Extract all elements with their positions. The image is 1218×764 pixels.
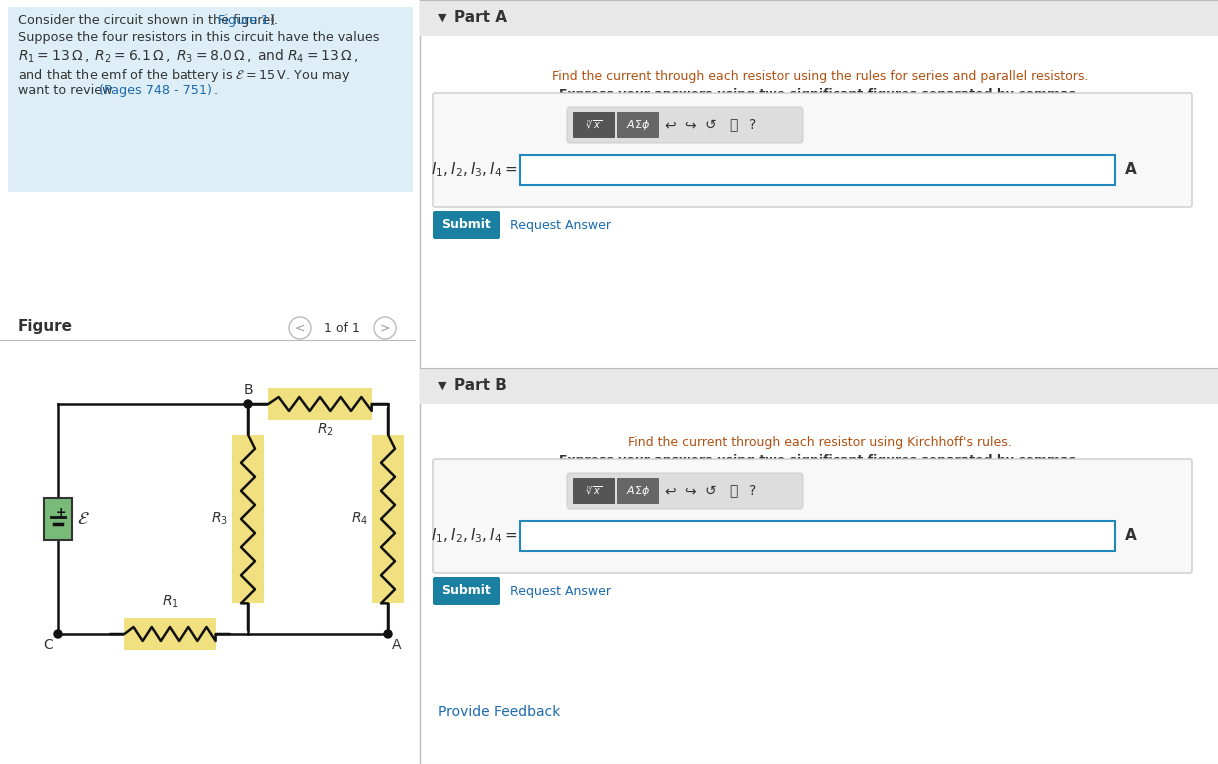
Text: $\mathcal{E}$: $\mathcal{E}$ (77, 510, 90, 528)
Text: >: > (380, 322, 390, 335)
Text: 1 of 1: 1 of 1 (324, 322, 361, 335)
Text: ↺: ↺ (704, 118, 716, 132)
Text: and that the emf of the battery is $\mathcal{E} = 15\,\mathrm{V}$. You may: and that the emf of the battery is $\mat… (18, 67, 351, 84)
Text: $R_2$: $R_2$ (317, 422, 334, 439)
FancyBboxPatch shape (572, 112, 615, 138)
Text: ?: ? (749, 118, 756, 132)
FancyBboxPatch shape (618, 112, 659, 138)
Text: want to review: want to review (18, 84, 117, 97)
Text: .: . (214, 84, 218, 97)
FancyBboxPatch shape (572, 478, 615, 504)
Text: Express your answers using two significant figures separated by commas.: Express your answers using two significa… (559, 454, 1080, 467)
FancyBboxPatch shape (568, 473, 803, 509)
Text: $R_3$: $R_3$ (211, 511, 228, 527)
Text: $R_4$: $R_4$ (351, 511, 368, 527)
Text: $A\Sigma\phi$: $A\Sigma\phi$ (626, 484, 650, 498)
FancyBboxPatch shape (618, 478, 659, 504)
Text: Submit: Submit (441, 584, 491, 597)
Text: Part B: Part B (454, 378, 507, 393)
Text: (Pages 748 - 751): (Pages 748 - 751) (99, 84, 212, 97)
Text: Figure 1: Figure 1 (218, 14, 269, 27)
Text: <: < (295, 322, 306, 335)
Bar (520, 155, 1114, 185)
Bar (231, 435, 264, 604)
Text: ).: ). (269, 14, 278, 27)
Text: ↩: ↩ (664, 118, 676, 132)
Circle shape (384, 630, 392, 638)
Bar (420, 368, 1218, 404)
FancyBboxPatch shape (434, 459, 1192, 573)
Circle shape (244, 400, 252, 408)
Circle shape (54, 630, 62, 638)
Text: ?: ? (749, 484, 756, 498)
Text: Part A: Part A (454, 11, 507, 25)
Text: Request Answer: Request Answer (510, 219, 611, 231)
Text: ⌹: ⌹ (728, 118, 737, 132)
Text: A: A (1125, 529, 1136, 543)
Text: ↩: ↩ (664, 484, 676, 498)
Bar (420, 0, 1218, 36)
Text: $\sqrt[n]{x}$: $\sqrt[n]{x}$ (586, 484, 602, 497)
Bar (268, 388, 371, 420)
Text: +: + (56, 506, 66, 519)
Bar (44, 498, 72, 540)
Bar (520, 521, 1114, 551)
Text: $I_1, I_2, I_3, I_4 =$: $I_1, I_2, I_3, I_4 =$ (431, 160, 518, 180)
Text: $I_1, I_2, I_3, I_4 =$: $I_1, I_2, I_3, I_4 =$ (431, 526, 518, 545)
Text: Express your answers using two significant figures separated by commas.: Express your answers using two significa… (559, 88, 1080, 101)
Text: C: C (44, 638, 54, 652)
Text: $R_1$: $R_1$ (162, 594, 179, 610)
Text: ↺: ↺ (704, 484, 716, 498)
Bar (371, 435, 404, 604)
FancyBboxPatch shape (568, 107, 803, 143)
Text: Provide Feedback: Provide Feedback (438, 705, 560, 719)
Text: B: B (244, 383, 253, 397)
Text: A: A (1125, 163, 1136, 177)
FancyBboxPatch shape (434, 211, 501, 239)
Text: ↪: ↪ (685, 118, 695, 132)
Text: $R_1 = 13\,\Omega\,,\;R_2 = 6.1\,\Omega\,,\;R_3 = 8.0\,\Omega\,,\;\mathrm{and}\;: $R_1 = 13\,\Omega\,,\;R_2 = 6.1\,\Omega\… (18, 48, 358, 66)
Text: Request Answer: Request Answer (510, 584, 611, 597)
Bar (9, 7, 413, 192)
Text: ▼: ▼ (438, 381, 447, 391)
Text: Submit: Submit (441, 219, 491, 231)
Text: Find the current through each resistor using the rules for series and parallel r: Find the current through each resistor u… (552, 70, 1088, 83)
Text: Figure: Figure (18, 319, 73, 334)
Text: Find the current through each resistor using Kirchhoff's rules.: Find the current through each resistor u… (628, 436, 1012, 449)
Text: ↪: ↪ (685, 484, 695, 498)
Bar (124, 618, 216, 650)
FancyBboxPatch shape (434, 93, 1192, 207)
Text: ⌹: ⌹ (728, 484, 737, 498)
Text: A: A (392, 638, 402, 652)
Text: ▼: ▼ (438, 13, 447, 23)
Text: Consider the circuit shown in the figure(: Consider the circuit shown in the figure… (18, 14, 275, 27)
Text: Suppose the four resistors in this circuit have the values: Suppose the four resistors in this circu… (18, 31, 380, 44)
Text: $A\Sigma\phi$: $A\Sigma\phi$ (626, 118, 650, 132)
Text: $\sqrt[n]{x}$: $\sqrt[n]{x}$ (586, 118, 602, 131)
FancyBboxPatch shape (434, 577, 501, 605)
